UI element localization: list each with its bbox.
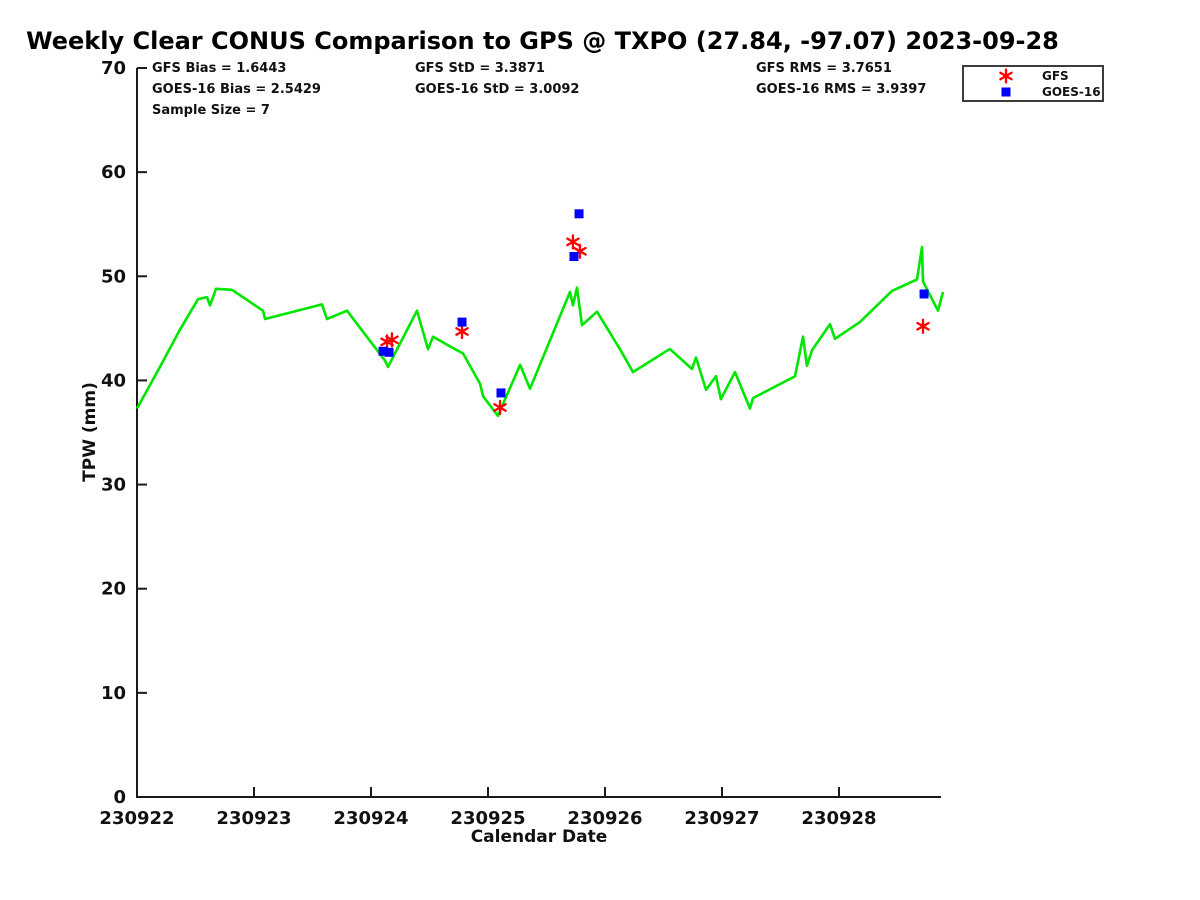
stat-goes16-bias: GOES-16 Bias = 2.5429 xyxy=(152,82,321,97)
x-axis-label: Calendar Date xyxy=(471,827,608,847)
gfs-marker xyxy=(493,399,507,416)
gfs-marker xyxy=(385,332,399,348)
goes16-marker xyxy=(384,347,394,357)
goes16-square-icon xyxy=(1001,87,1011,96)
stat-gfs-std: GFS StD = 3.3871 xyxy=(415,61,545,76)
asterisk-spoke xyxy=(573,246,587,256)
x-tick-label: 230922 xyxy=(99,808,174,829)
y-tick-label: 30 xyxy=(101,475,126,496)
x-tick-label: 230923 xyxy=(216,808,291,829)
axis-lines xyxy=(136,68,941,798)
stat-gfs-rms: GFS RMS = 3.7651 xyxy=(756,61,892,76)
stat-goes16-std: GOES-16 StD = 3.0092 xyxy=(415,82,580,97)
y-tick-label: 60 xyxy=(101,162,126,183)
asterisk-spoke xyxy=(455,327,469,336)
chart-title: Weekly Clear CONUS Comparison to GPS @ T… xyxy=(26,27,1059,55)
data-series xyxy=(135,209,945,418)
y-axis-label: TPW (mm) xyxy=(80,382,100,482)
y-tick-label: 20 xyxy=(101,579,126,600)
x-tick-label: 230924 xyxy=(333,808,408,829)
y-tick-label: 70 xyxy=(101,58,126,79)
x-tick-label: 230927 xyxy=(684,808,759,829)
asterisk-spoke xyxy=(916,321,930,331)
x-tick-label: 230925 xyxy=(450,808,525,829)
y-tick-label: 40 xyxy=(101,370,126,391)
axes xyxy=(136,68,941,798)
stat-goes16-rms: GOES-16 RMS = 3.9397 xyxy=(756,82,927,97)
x-tick-label: 230928 xyxy=(801,808,876,829)
asterisk-spoke xyxy=(493,403,507,412)
gfs-marker xyxy=(916,318,930,334)
axis-ticks: 0 10 20 30 40 50 60 70 230922 230923 230924 230925 2… xyxy=(99,58,876,829)
goes16-marker xyxy=(378,346,388,356)
goes16-marker xyxy=(457,317,467,327)
gfs-marker xyxy=(455,323,469,340)
legend-item-gfs: GFS xyxy=(964,67,1102,84)
y-tick-label: 10 xyxy=(101,683,126,704)
gfs-marker xyxy=(566,234,580,250)
legend-label-goes16: GOES-16 xyxy=(1042,84,1101,99)
gfs-asterisk-icon xyxy=(999,67,1013,84)
y-tick-label: 50 xyxy=(101,266,126,287)
gps-line xyxy=(135,245,945,418)
goes16-marker xyxy=(496,388,506,398)
legend: GFS GOES-16 xyxy=(962,65,1104,102)
asterisk-spoke xyxy=(566,237,580,247)
y-tick-label: 0 xyxy=(113,787,126,808)
legend-item-goes16: GOES-16 xyxy=(964,84,1102,99)
stat-gfs-bias: GFS Bias = 1.6443 xyxy=(152,61,287,76)
asterisk-spoke xyxy=(385,335,399,345)
goes16-marker xyxy=(574,209,584,219)
goes16-marker xyxy=(919,289,929,299)
stat-sample-size: Sample Size = 7 xyxy=(152,103,270,118)
legend-label-gfs: GFS xyxy=(1042,68,1069,83)
x-tick-label: 230926 xyxy=(567,808,642,829)
goes16-marker xyxy=(569,251,579,261)
